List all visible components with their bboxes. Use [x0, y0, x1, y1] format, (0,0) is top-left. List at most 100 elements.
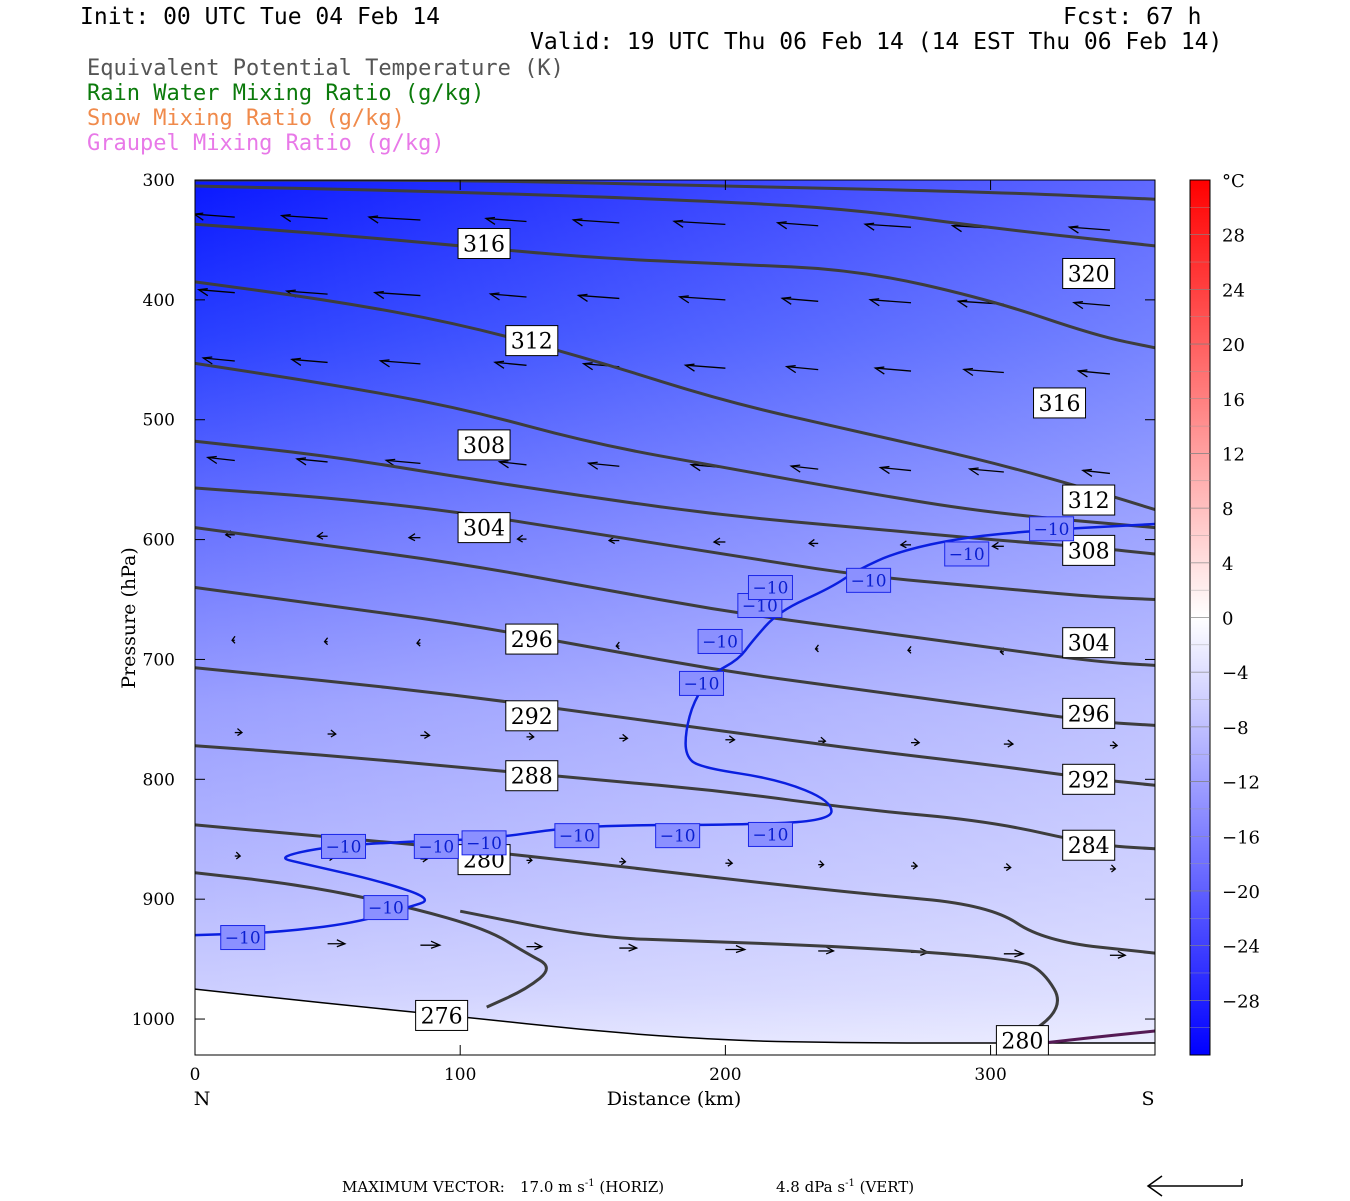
theta-e-label-296: 296 — [505, 623, 559, 655]
theta-e-line-276 — [195, 988, 1155, 1044]
wind-vector-head — [295, 457, 307, 466]
horiz-max-value: 17.0 m s-1 (HORIZ) — [520, 1178, 665, 1196]
wind-vector-head — [1110, 864, 1117, 873]
y-tick-label: 900 — [143, 890, 175, 910]
colorbar-tick-label: −16 — [1222, 827, 1260, 848]
theta-e-label-text: 304 — [1068, 632, 1110, 657]
isotherm-label-box — [944, 541, 990, 567]
theta-e-label-308: 308 — [457, 429, 511, 461]
wind-vector — [782, 297, 819, 302]
wind-vector — [485, 217, 527, 223]
colorbar-tick-label: 24 — [1222, 280, 1245, 301]
wind-vector — [374, 291, 421, 297]
max-vector-label: MAXIMUM VECTOR: — [342, 1178, 505, 1196]
valid-time: Valid: 19 UTC Thu 06 Feb 14 (14 EST Thu … — [530, 29, 1223, 55]
wind-vector-head — [672, 219, 684, 228]
theta-e-label-text: 296 — [511, 628, 553, 653]
wind-vector — [494, 361, 527, 366]
wind-vector — [1078, 370, 1110, 375]
plot-frame — [194, 179, 1156, 1056]
y-axis: 300 400 500 600 700 800 900 1000 — [132, 171, 1155, 1030]
theta-e-label-text: 304 — [463, 517, 505, 542]
theta-e-label-text: 288 — [511, 765, 553, 790]
theta-e-label-box — [1062, 484, 1116, 516]
isotherm-label-text: −10 — [225, 929, 261, 949]
wind-vector-head — [814, 644, 819, 653]
x-tick-label: 0 — [190, 1065, 201, 1085]
wind-vector — [786, 365, 819, 371]
theta-e-label-box — [457, 429, 511, 461]
theta-e-label-text: 312 — [511, 330, 553, 355]
y-tick-label: 300 — [143, 171, 175, 191]
theta-e-label-304: 304 — [457, 512, 511, 544]
isotherm-label-box — [679, 670, 725, 696]
wind-vector — [880, 466, 912, 472]
wind-vector-head — [205, 455, 218, 465]
theta-e-label-304: 304 — [1062, 627, 1116, 659]
isotherm-label-box — [363, 895, 409, 921]
theta-e-label-box — [1062, 257, 1116, 289]
x-tick-label: 200 — [709, 1065, 741, 1085]
colorbar-tick-label: −8 — [1222, 718, 1249, 739]
isotherm-label-box — [413, 833, 459, 859]
theta-e-label-text: 280 — [1001, 1030, 1043, 1055]
colorbar-tick-label: 12 — [1222, 444, 1245, 465]
temperature-contours — [195, 522, 1155, 1045]
wind-vector — [969, 468, 1004, 473]
wind-vector-head — [378, 359, 390, 368]
wind-vector-head — [912, 861, 919, 870]
isotherm-label-box — [220, 925, 266, 951]
theta-e-label-box — [1062, 829, 1116, 861]
theta-e-label-box — [1062, 763, 1116, 795]
colorbar-tick-label: 8 — [1222, 499, 1233, 520]
isotherm-label-box — [747, 575, 793, 601]
max-vector-footer: MAXIMUM VECTOR: 17.0 m s-1 (HORIZ) 4.8 d… — [0, 1175, 1350, 1199]
isotherm-label-box — [846, 567, 892, 593]
wind-vector — [286, 290, 328, 295]
theta-e-line-308 — [195, 439, 1155, 556]
theta-e-label-312: 312 — [1062, 484, 1116, 516]
colorbar-tick-label: −28 — [1222, 991, 1260, 1012]
wind-vector-head — [950, 224, 962, 233]
theta-e-line-324 — [195, 184, 1155, 248]
colorbar-tick-label: −4 — [1222, 663, 1249, 684]
theta-e-line-304 — [195, 486, 1155, 601]
isotherm-label-text: −10 — [326, 837, 362, 857]
temperature-labels: −10−10 −10 −10 −10 −10 −10−10−10−10−10−10 −10−… — [220, 516, 1075, 951]
wind-vector — [791, 465, 819, 470]
wind-vector-head — [863, 222, 875, 231]
theta-e-label-text: 276 — [421, 1004, 463, 1029]
legend-snow: Snow Mixing Ratio (g/kg) — [87, 106, 405, 131]
theta-e-line-296 — [195, 586, 1155, 727]
legend-rain: Rain Water Mixing Ratio (g/kg) — [87, 81, 485, 106]
wind-vector — [195, 213, 235, 218]
theta-e-label-box — [505, 623, 559, 655]
wind-vector-head — [712, 537, 721, 546]
y-tick-label: 400 — [143, 291, 175, 311]
theta-e-label-292: 292 — [1062, 763, 1116, 795]
isotherm-label: −10 — [697, 628, 743, 654]
wind-vector-head — [628, 943, 639, 952]
wind-vector — [1073, 301, 1110, 307]
wind-vector-head — [201, 356, 213, 365]
wind-vector — [198, 289, 235, 294]
wind-vector — [870, 299, 912, 304]
wind-vector-head — [316, 531, 324, 540]
theta-e-label-292: 292 — [505, 700, 559, 732]
theta-e-label-box — [415, 999, 469, 1031]
isotherm-label-text: −10 — [753, 825, 789, 845]
theta-e-label-box — [457, 228, 511, 260]
isotherm-label-box — [1029, 516, 1075, 542]
theta-e-label-text: 292 — [1068, 768, 1110, 793]
wind-vector-head — [336, 939, 347, 948]
wind-vector — [777, 222, 819, 227]
y-tick-label: 700 — [143, 650, 175, 670]
isotherm-label-text: −10 — [660, 827, 696, 847]
theta-e-line-328 — [195, 180, 1155, 201]
wind-vector-head — [683, 363, 695, 372]
wind-vector-head — [330, 729, 337, 738]
wind-vector-head — [581, 362, 593, 371]
wind-vector-head — [497, 460, 509, 469]
wind-vector-head — [516, 534, 524, 543]
wind-vector-head — [878, 465, 890, 475]
